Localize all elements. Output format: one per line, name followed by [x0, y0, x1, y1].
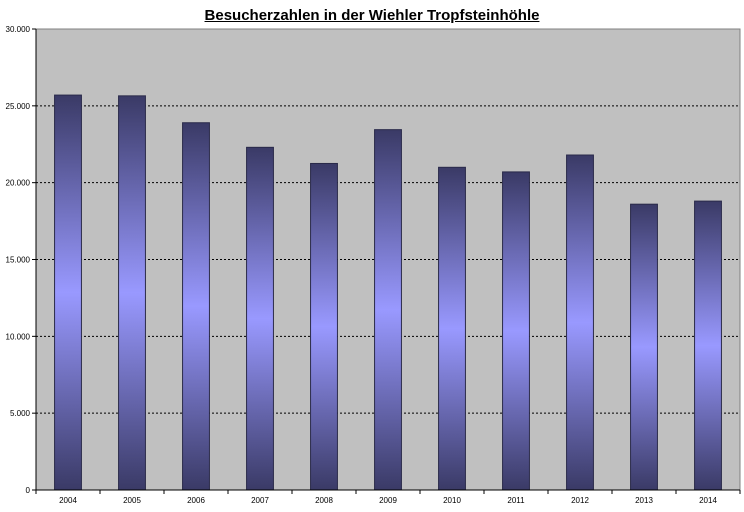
bar — [502, 171, 530, 491]
x-tick-label: 2012 — [571, 496, 589, 505]
bar — [694, 200, 722, 491]
x-tick-label: 2006 — [187, 496, 205, 505]
y-tick-label: 30.000 — [6, 25, 31, 34]
x-tick-label: 2004 — [59, 496, 77, 505]
x-tick-label: 2008 — [315, 496, 333, 505]
chart-title: Besucherzahlen in der Wiehler Tropfstein… — [204, 7, 540, 24]
bar — [374, 129, 402, 491]
y-tick-label: 10.000 — [6, 332, 31, 341]
x-tick-label: 2005 — [123, 496, 141, 505]
x-tick-label: 2013 — [635, 496, 653, 505]
x-tick-label: 2010 — [443, 496, 461, 505]
x-tick-label: 2007 — [251, 496, 269, 505]
x-tick-label: 2009 — [379, 496, 397, 505]
x-tick-label: 2014 — [699, 496, 717, 505]
y-tick-label: 25.000 — [6, 102, 31, 111]
bar — [54, 94, 82, 491]
y-tick-label: 5.000 — [10, 409, 31, 418]
y-tick-label: 0 — [26, 486, 31, 495]
bar — [566, 154, 594, 491]
bar — [310, 162, 338, 491]
y-tick-label: 15.000 — [6, 256, 31, 265]
bar — [630, 203, 658, 491]
bar — [118, 95, 146, 491]
x-tick-label: 2011 — [507, 496, 525, 505]
bar — [182, 122, 210, 491]
bar — [438, 166, 466, 491]
y-tick-label: 20.000 — [6, 179, 31, 188]
bar — [246, 146, 274, 491]
